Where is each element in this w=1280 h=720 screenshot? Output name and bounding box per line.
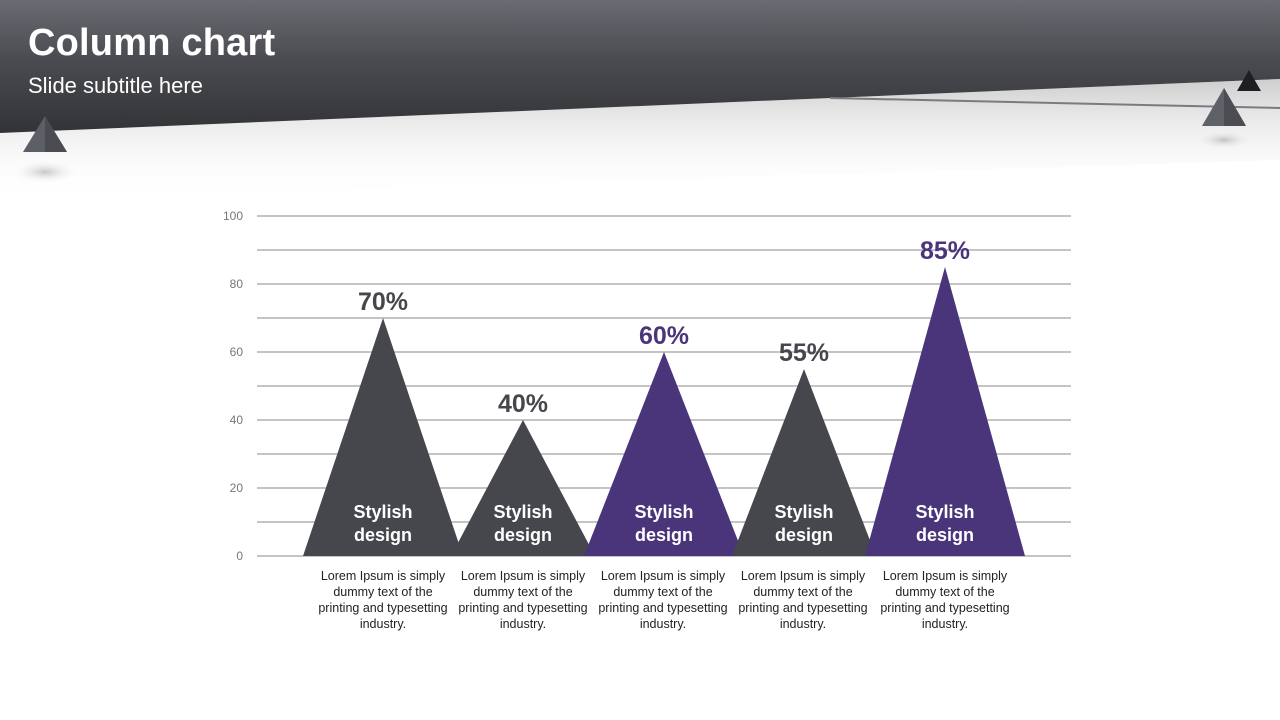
right-pyramid-shadow: [1194, 130, 1254, 150]
y-tick-label: 60: [230, 345, 244, 359]
header-accent-line: [829, 97, 1280, 109]
bar-description-4: Lorem Ipsum is simply dummy text of the …: [738, 569, 868, 631]
y-tick-label: 0: [236, 549, 243, 563]
value-label: 55%: [779, 339, 829, 367]
category-label: Stylish: [353, 502, 412, 522]
category-label: design: [775, 525, 833, 545]
value-label: 60%: [639, 322, 689, 350]
triangle-bar: [584, 352, 744, 556]
slide-subtitle: Slide subtitle here: [28, 73, 203, 98]
left-pyramid-shadow: [11, 160, 79, 184]
bar-description-2: Lorem Ipsum is simply dummy text of the …: [458, 569, 588, 631]
bars: [303, 267, 1025, 556]
y-tick-label: 80: [230, 277, 244, 291]
category-label: Stylish: [493, 502, 552, 522]
small-pyramid-icon: [1237, 70, 1261, 91]
y-tick-label: 40: [230, 413, 244, 427]
category-label: design: [916, 525, 974, 545]
y-tick-label: 100: [223, 209, 243, 223]
category-label: Stylish: [634, 502, 693, 522]
triangle-bar: [732, 369, 876, 556]
triangle-bar: [865, 267, 1025, 556]
slide-title: Column chart: [28, 22, 276, 64]
data-labels: 70% Stylish design 40% Stylish design 60% Styli…: [353, 237, 974, 545]
y-axis-ticks: 0 20 40 60 80 100: [223, 209, 243, 563]
triangle-bar: [303, 318, 463, 556]
value-label: 70%: [358, 288, 408, 316]
category-label: design: [635, 525, 693, 545]
value-label: 40%: [498, 390, 548, 418]
bar-description-1: Lorem Ipsum is simply dummy text of the …: [318, 569, 448, 631]
header-band: [0, 0, 1280, 133]
bar-description-3: Lorem Ipsum is simply dummy text of the …: [598, 569, 728, 631]
value-label: 85%: [920, 237, 970, 265]
category-label: Stylish: [774, 502, 833, 522]
y-tick-label: 20: [230, 481, 244, 495]
triangle-bar: [451, 420, 595, 556]
category-label: design: [494, 525, 552, 545]
bar-description-5: Lorem Ipsum is simply dummy text of the …: [880, 569, 1010, 631]
header-banner: [0, 0, 1280, 200]
category-label: design: [354, 525, 412, 545]
header-shadow: [0, 79, 1280, 200]
category-label: Stylish: [915, 502, 974, 522]
